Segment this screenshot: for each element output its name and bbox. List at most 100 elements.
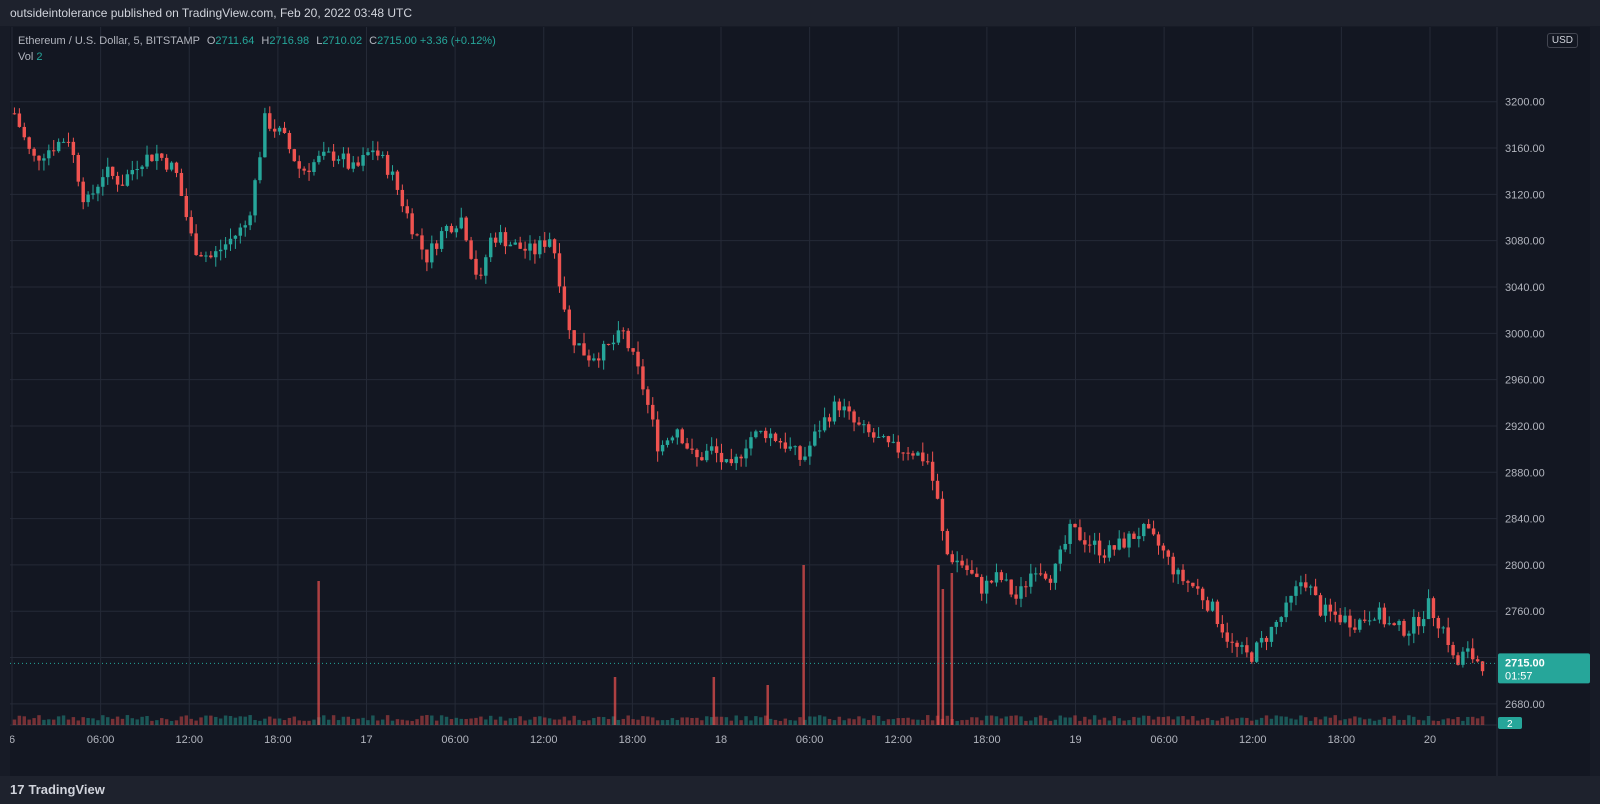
candle-body xyxy=(106,166,110,178)
candle-body xyxy=(729,459,734,464)
volume-bar xyxy=(651,717,655,725)
candle-body xyxy=(1362,619,1367,621)
volume-bar xyxy=(204,715,208,725)
candle-body xyxy=(228,238,233,245)
volume-bar xyxy=(631,719,635,725)
volume-bar xyxy=(459,718,463,725)
volume-bar xyxy=(336,720,341,725)
candle-body xyxy=(336,159,341,161)
candle-body xyxy=(582,343,586,356)
volume-bar xyxy=(130,718,135,725)
currency-button[interactable]: USD xyxy=(1546,33,1578,48)
candle-body xyxy=(597,358,601,361)
volume-bar xyxy=(994,716,999,725)
volume-bar xyxy=(1318,719,1323,725)
candle-body xyxy=(1358,619,1362,630)
volume-badge xyxy=(1498,717,1522,729)
volume-bar xyxy=(1068,717,1072,725)
volume-bar xyxy=(376,720,380,725)
price-chart[interactable]: 3200.00 3160.00 3120.00 3080.00 3040.00 3000.… xyxy=(10,27,1590,776)
legend-volume-line: Vol 2 xyxy=(18,49,496,65)
volume-bar xyxy=(1137,717,1141,725)
candle-body xyxy=(1279,617,1283,622)
candle-body xyxy=(439,231,444,249)
volume-bar xyxy=(636,719,640,725)
chart-area[interactable]: 3200.00 3160.00 3120.00 3080.00 3040.00 3000.… xyxy=(10,27,1590,776)
low-label: L xyxy=(316,35,323,47)
candle-body xyxy=(430,243,434,263)
volume-bar xyxy=(1308,720,1313,725)
volume-bar xyxy=(891,719,896,725)
volume-bar xyxy=(1014,715,1018,725)
volume-bar xyxy=(1073,715,1077,725)
last-price-badge xyxy=(1498,653,1590,684)
candle-body xyxy=(955,560,959,563)
candle-body xyxy=(1343,615,1347,623)
volume-bar xyxy=(606,719,611,725)
candle-body xyxy=(1240,645,1244,647)
volume-bar xyxy=(1358,717,1362,725)
candle-body xyxy=(1181,569,1185,582)
volume-bar xyxy=(351,718,355,725)
candle-body xyxy=(680,429,684,444)
candle-body xyxy=(1112,545,1117,550)
candle-body xyxy=(479,274,483,276)
volume-bar xyxy=(665,720,670,725)
volume-bar xyxy=(454,717,459,725)
candle-body xyxy=(1446,627,1450,646)
candle-body xyxy=(876,436,881,438)
volume-bar xyxy=(199,717,203,725)
candle-body xyxy=(287,132,292,150)
volume-bar xyxy=(793,720,797,725)
candle-body xyxy=(626,330,630,349)
candle-body xyxy=(150,154,154,162)
volume-bar xyxy=(1029,720,1033,725)
volume-bar xyxy=(513,718,517,725)
volume-label[interactable]: Vol xyxy=(18,51,34,63)
volume-spike xyxy=(317,581,320,725)
volume-bar xyxy=(729,720,734,725)
volume-bar xyxy=(233,717,238,725)
candle-body xyxy=(179,172,184,196)
volume-bar xyxy=(1171,719,1175,725)
volume-bar xyxy=(857,716,861,725)
candle-body xyxy=(1382,607,1387,625)
volume-bar xyxy=(1348,718,1352,725)
volume-bar xyxy=(1250,720,1254,725)
volume-bar xyxy=(76,720,81,725)
candle-body xyxy=(356,162,360,166)
candle-body xyxy=(719,452,724,463)
tradingview-logo[interactable]: 17 TradingView xyxy=(10,782,105,797)
y-tick-label: 3160.00 xyxy=(1505,143,1545,155)
volume-bar xyxy=(1387,718,1391,725)
candle-body xyxy=(81,181,85,203)
countdown-label: 01:57 xyxy=(1505,670,1533,682)
volume-bar xyxy=(739,720,743,725)
candle-body xyxy=(1127,533,1131,548)
volume-bar xyxy=(1210,720,1215,725)
symbol-title[interactable]: Ethereum / U.S. Dollar, 5, BITSTAMP xyxy=(18,35,200,47)
volume-bar xyxy=(1117,718,1121,725)
volume-bar xyxy=(1289,718,1293,725)
candle-body xyxy=(1338,614,1342,623)
volume-bar xyxy=(1107,720,1112,725)
candle-body xyxy=(552,239,557,254)
volume-bar xyxy=(228,716,233,725)
legend: Ethereum / U.S. Dollar, 5, BITSTAMP O271… xyxy=(18,33,496,65)
volume-bar xyxy=(22,716,26,725)
volume-bar xyxy=(641,716,645,725)
volume-bar xyxy=(140,716,144,725)
volume-bar xyxy=(881,720,886,725)
volume-bar xyxy=(592,718,596,725)
volume-bar xyxy=(484,719,488,725)
volume-bar xyxy=(1146,715,1151,725)
candle-body xyxy=(71,141,76,156)
candle-body xyxy=(533,243,537,255)
candle-body xyxy=(1009,579,1013,595)
candle-body xyxy=(724,459,729,463)
volume-spike xyxy=(802,565,805,725)
volume-bar xyxy=(646,716,650,725)
volume-bar xyxy=(420,715,424,725)
candle-body xyxy=(209,255,213,258)
candle-body xyxy=(1029,573,1033,587)
